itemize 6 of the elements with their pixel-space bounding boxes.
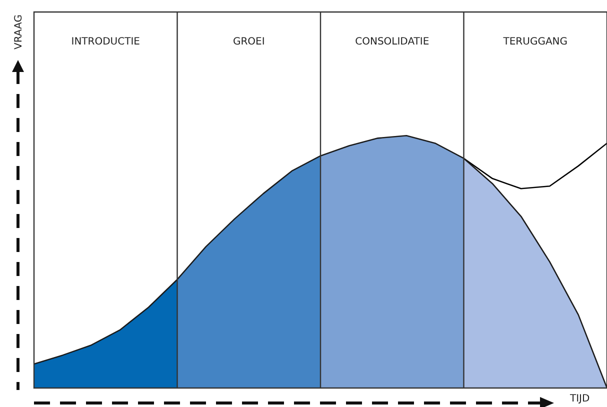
text: GROEI — [232, 36, 265, 48]
text: VRAAG — [14, 14, 25, 50]
text: CONSOLIDATIE — [355, 36, 430, 48]
text: TERUGGANG — [502, 36, 568, 48]
text: INTRODUCTIE — [71, 36, 140, 48]
x-axis-title: TIJD — [569, 394, 590, 405]
